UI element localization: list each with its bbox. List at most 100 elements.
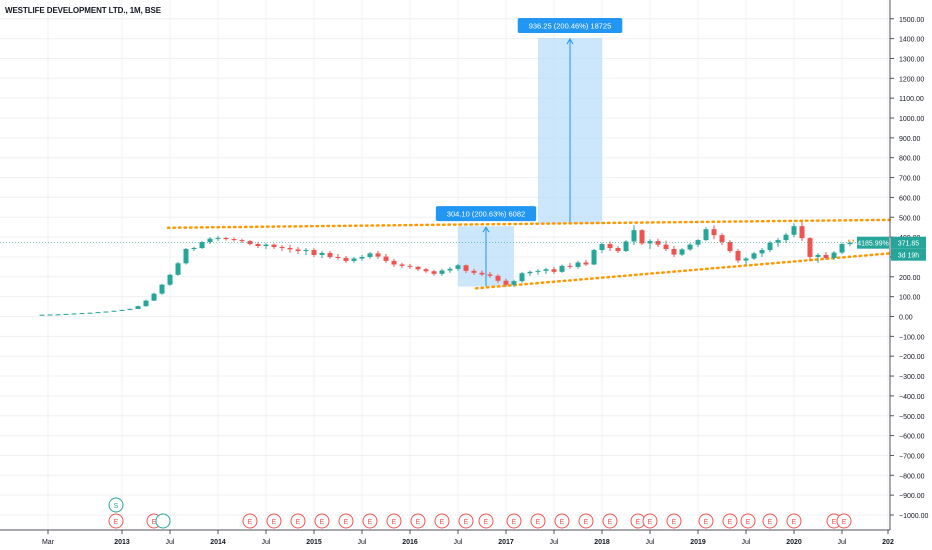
candle-body[interactable] (135, 306, 141, 309)
candle[interactable] (719, 233, 725, 246)
candle[interactable] (367, 251, 373, 259)
candle[interactable] (135, 305, 141, 310)
candle[interactable] (87, 312, 93, 314)
candle[interactable] (695, 239, 701, 248)
candle[interactable] (103, 311, 109, 313)
candle-body[interactable] (727, 242, 733, 251)
candle[interactable] (151, 292, 157, 302)
earnings-marker[interactable]: E (630, 513, 646, 529)
candle-body[interactable] (47, 314, 53, 316)
candle-body[interactable] (391, 260, 397, 265)
earnings-marker[interactable]: E (410, 513, 426, 529)
candle-body[interactable] (839, 244, 845, 253)
candle-body[interactable] (615, 248, 621, 251)
event-markers[interactable]: E E E E E E E E E E E E E E E E E E E E E E E E E E E E S (108, 497, 852, 529)
candle[interactable] (511, 279, 517, 287)
candle-body[interactable] (847, 242, 853, 245)
candle[interactable] (431, 269, 437, 276)
dividend-icon[interactable] (155, 513, 171, 529)
candle[interactable] (63, 313, 69, 315)
candle[interactable] (447, 266, 453, 273)
dividend-marker[interactable] (155, 513, 171, 529)
candle[interactable] (463, 264, 469, 273)
candle-body[interactable] (103, 311, 109, 313)
split-marker[interactable]: S (108, 497, 124, 513)
candle[interactable] (847, 241, 853, 247)
earnings-icon[interactable] (434, 513, 450, 529)
candle-body[interactable] (191, 248, 197, 250)
measure-tool[interactable]: 304.10 (200.63%) 6082 (435, 206, 537, 287)
candle-body[interactable] (511, 281, 517, 285)
candle-body[interactable] (583, 262, 589, 265)
measure-tool[interactable]: 936.25 (200.46%) 18725 (517, 18, 623, 224)
earnings-icon[interactable] (314, 513, 330, 529)
candle-body[interactable] (335, 256, 341, 258)
candle[interactable] (479, 270, 485, 276)
earnings-icon[interactable] (338, 513, 354, 529)
candle[interactable] (679, 248, 685, 256)
candle-body[interactable] (815, 254, 821, 257)
candle-body[interactable] (151, 293, 157, 301)
candle[interactable] (175, 261, 181, 276)
candle[interactable] (791, 223, 797, 238)
candle-body[interactable] (487, 274, 493, 276)
candle-body[interactable] (95, 312, 101, 314)
candle[interactable] (335, 253, 341, 260)
candle-body[interactable] (271, 244, 277, 248)
candle[interactable] (799, 221, 805, 242)
candle[interactable] (647, 239, 653, 250)
candle[interactable] (95, 311, 101, 314)
candle-body[interactable] (495, 275, 501, 281)
candle[interactable] (607, 241, 613, 251)
candle-body[interactable] (703, 229, 709, 241)
candle[interactable] (519, 271, 525, 283)
candle-body[interactable] (71, 313, 77, 315)
trendlines[interactable] (166, 218, 892, 290)
candle-body[interactable] (143, 300, 149, 307)
candle[interactable] (119, 309, 125, 311)
earnings-marker[interactable]: E (290, 513, 306, 529)
candle[interactable] (71, 313, 77, 315)
earnings-marker[interactable]: E (762, 513, 778, 529)
price-axis[interactable]: 1500.00 1400.00 1300.00 1200.00 1100.00 1000.… (889, 0, 928, 530)
earnings-icon[interactable] (578, 513, 594, 529)
candle[interactable] (183, 248, 189, 265)
candle-body[interactable] (63, 313, 69, 315)
candle-body[interactable] (559, 265, 565, 272)
candle-body[interactable] (279, 247, 285, 249)
candle-body[interactable] (663, 244, 669, 250)
candle[interactable] (495, 274, 501, 283)
candle[interactable] (815, 252, 821, 263)
measurement-tools[interactable]: 304.10 (200.63%) 6082 936.25 (200.46%) 18… (435, 18, 623, 287)
earnings-icon[interactable] (740, 513, 756, 529)
earnings-icon[interactable] (290, 513, 306, 529)
earnings-icon[interactable] (458, 513, 474, 529)
candle-body[interactable] (447, 268, 453, 271)
candle-body[interactable] (39, 314, 45, 316)
candle[interactable] (263, 243, 269, 250)
candle[interactable] (391, 258, 397, 267)
earnings-icon[interactable] (410, 513, 426, 529)
earnings-marker[interactable]: E (554, 513, 570, 529)
earnings-icon[interactable] (602, 513, 618, 529)
earnings-marker[interactable]: E (434, 513, 450, 529)
candle-body[interactable] (471, 270, 477, 273)
candle[interactable] (351, 256, 357, 263)
candlestick-series[interactable] (39, 221, 853, 316)
candle[interactable] (671, 246, 677, 257)
candle[interactable] (47, 314, 53, 316)
candle-body[interactable] (407, 265, 413, 267)
earnings-marker[interactable]: E (386, 513, 402, 529)
candle-body[interactable] (87, 312, 93, 314)
candle-body[interactable] (783, 234, 789, 241)
earnings-icon[interactable] (242, 513, 258, 529)
candle-body[interactable] (575, 262, 581, 267)
candle[interactable] (583, 259, 589, 266)
candle[interactable] (79, 312, 85, 315)
candle-body[interactable] (351, 258, 357, 261)
candle[interactable] (111, 310, 117, 312)
candle-body[interactable] (255, 244, 261, 247)
candle-body[interactable] (311, 250, 317, 255)
candle[interactable] (215, 236, 221, 242)
